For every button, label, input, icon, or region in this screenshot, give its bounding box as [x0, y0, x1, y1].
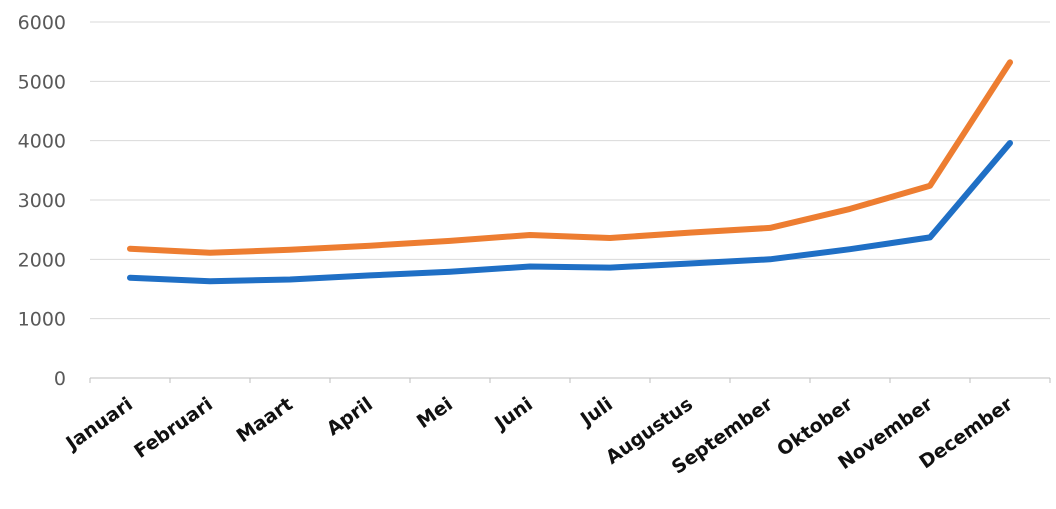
y-tick-label: 4000: [18, 131, 66, 153]
x-axis-tick-marks: [89, 378, 1051, 383]
y-tick-label: 6000: [18, 12, 66, 34]
y-axis-tick-labels: 0 1000 2000 3000 4000 5000 6000: [18, 12, 66, 390]
x-tick-label: Februari: [130, 393, 217, 463]
x-tick-label: Januari: [61, 393, 137, 456]
x-tick-label: Juli: [575, 393, 617, 431]
series-lines: [127, 59, 1013, 285]
y-tick-label: 1000: [18, 309, 66, 331]
x-tick-label: April: [323, 393, 377, 440]
series-line-2: [127, 140, 1013, 285]
y-tick-label: 0: [54, 368, 66, 390]
y-tick-label: 2000: [18, 249, 66, 271]
x-tick-label: Juni: [489, 393, 537, 435]
x-tick-label: Maart: [233, 393, 297, 447]
gridlines: [90, 21, 1050, 320]
y-tick-label: 5000: [18, 71, 66, 93]
series-line-1: [127, 59, 1013, 256]
x-tick-label: Mei: [413, 393, 457, 433]
y-tick-label: 3000: [18, 190, 66, 212]
